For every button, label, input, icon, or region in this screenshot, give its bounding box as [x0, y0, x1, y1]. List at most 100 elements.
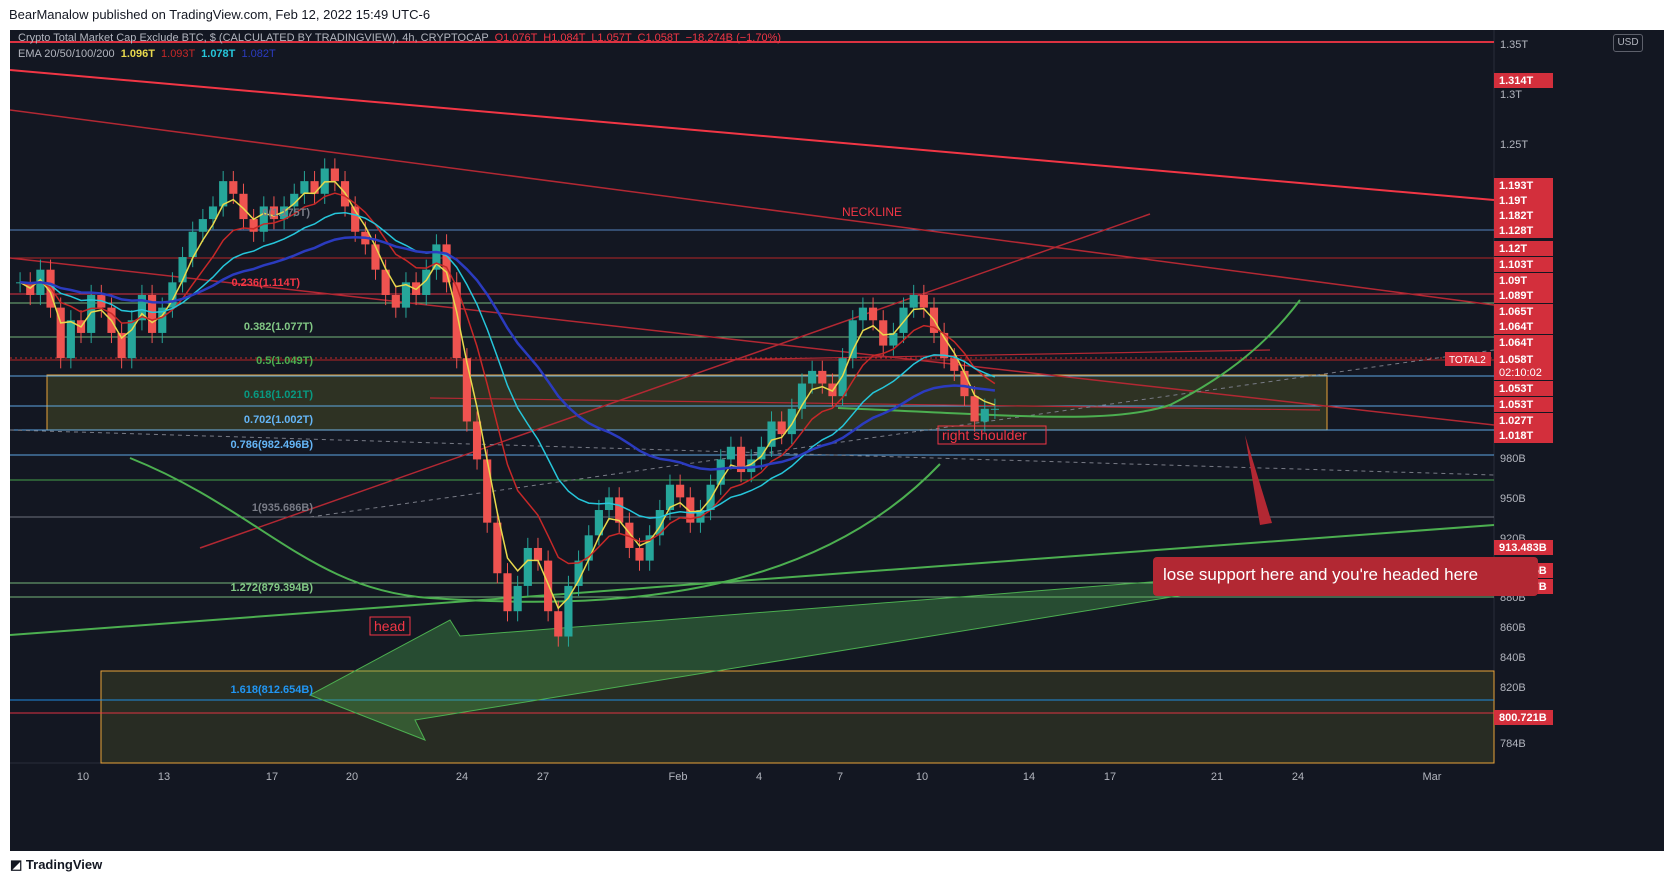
candle-body	[950, 358, 959, 371]
ema-200-value: 1.082T	[241, 48, 276, 60]
price-label: 1.193T	[1499, 180, 1534, 192]
x-tick-label: 24	[1292, 771, 1304, 783]
candle-body	[594, 510, 603, 536]
candle-body	[665, 484, 675, 511]
price-chart[interactable]: 0(1.175T) 0.236(1.114T) 0.382(1.077T) 0.5(1…	[10, 30, 1664, 851]
candle-body	[239, 193, 248, 220]
y-tick-label: 1.35T	[1500, 39, 1528, 51]
candle-body	[686, 497, 695, 523]
candle-body	[970, 396, 979, 422]
fib-label-8: 1.272(879.394B)	[230, 582, 313, 594]
price-label-bg	[1494, 304, 1553, 319]
fib-label-6: 0.786(982.496B)	[230, 439, 313, 451]
ema-50-value: 1.093T	[161, 48, 196, 60]
ema-100-value: 1.078T	[201, 48, 236, 60]
price-label-bg	[1494, 397, 1553, 412]
y-tick-label: 980B	[1500, 453, 1526, 465]
candle-body	[351, 206, 360, 232]
current-price-label: 1.058T	[1499, 354, 1534, 366]
candle-body	[655, 510, 664, 536]
countdown-label: 02:10:02	[1499, 367, 1542, 379]
symbol-tag-bg	[1445, 352, 1491, 366]
footer: ◩ TradingView	[0, 851, 1674, 878]
trend-line-6	[429, 397, 1321, 411]
price-label-bg	[1494, 335, 1553, 350]
callout-pointer	[1245, 435, 1272, 525]
candle-body	[645, 535, 654, 561]
fib-label-0: 0(1.175T)	[262, 207, 310, 219]
candle-body	[330, 168, 339, 182]
candle-body	[290, 193, 299, 207]
right-shoulder-label: right shoulder	[942, 427, 1027, 443]
candle-body	[736, 446, 746, 473]
price-label-bg	[1494, 319, 1553, 334]
candle-body	[168, 282, 177, 308]
support-zone	[46, 374, 1328, 431]
publish-header: BearManalow published on TradingView.com…	[0, 0, 1674, 30]
head-label: head	[374, 618, 405, 634]
ohlc-change: −18.274B (−1.70%)	[685, 32, 782, 44]
candle-body	[452, 282, 461, 359]
fib-label-7: 1(935.686B)	[252, 502, 313, 514]
x-tick-label: 14	[1023, 771, 1035, 783]
y-tick-label: 950B	[1500, 493, 1526, 505]
candle-body	[300, 181, 309, 194]
symbol-title: Crypto Total Market Cap Exclude BTC, $ (…	[18, 32, 489, 44]
x-tick-label: 4	[756, 771, 762, 783]
ohlc-high: H1.084T	[543, 32, 586, 44]
currency-button[interactable]: USD	[1613, 34, 1643, 52]
candle-body	[726, 446, 735, 460]
candle-body	[472, 421, 482, 460]
symbol-legend: Crypto Total Market Cap Exclude BTC, $ (…	[18, 32, 781, 44]
x-tick-label: 17	[266, 771, 278, 783]
publisher-line: BearManalow published on TradingView.com…	[9, 7, 431, 22]
candle-body	[909, 294, 918, 308]
chart-area[interactable]: 0(1.175T) 0.236(1.114T) 0.382(1.077T) 0.5(1…	[10, 30, 1664, 851]
candle-body	[625, 522, 634, 548]
projection-arrow	[308, 574, 1246, 741]
price-label-bg	[1494, 710, 1553, 725]
x-tick-label: 10	[916, 771, 928, 783]
right-shoulder-box	[937, 425, 1047, 445]
ema-legend: EMA 20/50/100/200 1.096T 1.093T 1.078T 1…	[18, 48, 276, 60]
head-box	[369, 616, 411, 636]
candle-body	[635, 547, 644, 561]
y-tick-label: 860B	[1500, 622, 1526, 634]
price-label: 913.483B	[1499, 542, 1547, 554]
fib-label-3: 0.5(1.049T)	[256, 355, 313, 367]
brand-name: TradingView	[25, 857, 103, 872]
neckline-label: NECKLINE	[842, 205, 902, 219]
ema-100-line	[19, 211, 996, 519]
callout-box: lose support here and you're headed here	[1153, 557, 1538, 596]
price-label-bg	[1494, 241, 1553, 256]
price-label-bg	[1494, 413, 1553, 428]
price-label: 1.182T	[1499, 210, 1534, 222]
trend-line-3	[199, 213, 1151, 549]
tradingview-logo: ◩ TradingView	[10, 857, 103, 872]
shoulder-curve	[837, 299, 1301, 418]
x-tick-label: Mar	[1423, 771, 1442, 783]
candle-body	[513, 585, 522, 612]
candle-body	[797, 383, 807, 409]
trend-line-5	[10, 524, 1495, 636]
current-symbol-tag: TOTAL2	[1449, 355, 1486, 366]
candle-body	[584, 535, 593, 561]
candle-body	[280, 206, 289, 220]
candle-body	[716, 459, 725, 485]
price-label-bg	[1494, 193, 1553, 208]
candle-body	[960, 370, 969, 397]
candle-body	[259, 206, 268, 232]
candle-body	[219, 181, 228, 207]
callout-text: lose support here and you're headed here	[1163, 565, 1479, 584]
price-label-bg	[1494, 273, 1553, 288]
candle-body	[56, 307, 65, 359]
candle-body	[848, 320, 857, 359]
candle-body	[137, 294, 147, 321]
head-curve	[129, 457, 941, 603]
price-label: 1.089T	[1499, 290, 1534, 302]
candle-body	[462, 358, 471, 422]
trend-line-1	[10, 109, 1495, 306]
ema-20-value: 1.096T	[120, 48, 155, 60]
candle-body	[127, 320, 136, 359]
price-label-bg	[1494, 208, 1553, 223]
